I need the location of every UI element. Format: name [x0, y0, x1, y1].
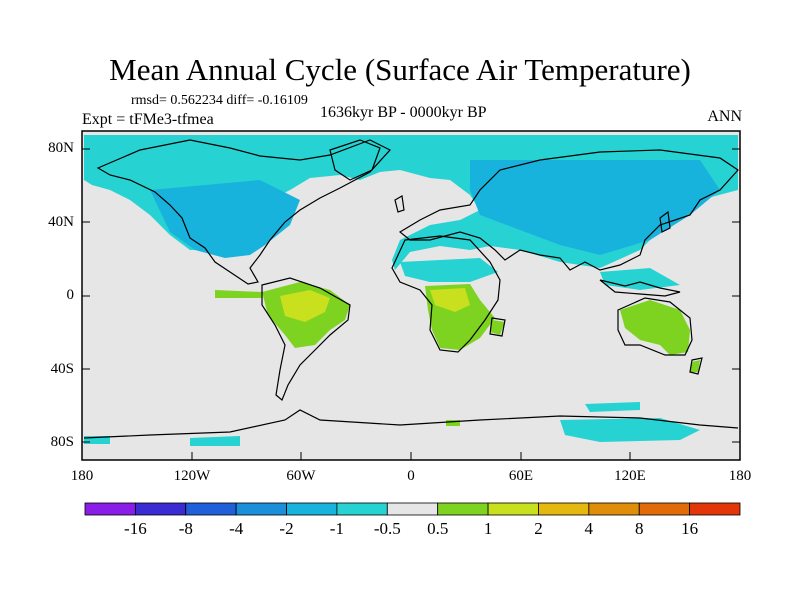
africa-hot: [430, 288, 470, 312]
australia-warm: [620, 300, 690, 355]
colorbar-tick-label: 0.5: [427, 519, 449, 538]
colorbar-swatch: [538, 502, 590, 516]
period-label: 1636kyr BP - 0000kyr BP: [320, 104, 487, 121]
nz-warm: [690, 360, 700, 372]
colorbar-tick-label: -1: [329, 519, 344, 538]
eurasia-coast: [398, 149, 739, 271]
lat-label: 80S: [50, 434, 74, 450]
colorbar-swatch: [689, 502, 741, 516]
coastlines: [83, 139, 739, 439]
lon-label: 180: [728, 468, 752, 484]
lon-label: 0: [407, 468, 415, 484]
experiment-label: Expt = tFMe3-tfmea: [82, 111, 214, 128]
greenland-coast: [329, 139, 381, 181]
africa-coast: [391, 235, 501, 353]
lon-label: 60W: [286, 468, 316, 484]
season-label: ANN: [707, 108, 742, 125]
colorbar-tick-label: 4: [584, 519, 594, 538]
map-title: Mean Annual Cycle (Surface Air Temperatu…: [109, 52, 691, 87]
colorbar-swatch: [437, 502, 489, 516]
colorbar-swatch: [588, 502, 640, 516]
warming-regions: [215, 282, 700, 426]
colorbar-swatch: [134, 502, 187, 516]
colorbar-swatch: [286, 502, 338, 516]
lon-label: 120W: [173, 468, 211, 484]
madagascar-coast: [489, 317, 506, 337]
madagascar-warm: [490, 320, 505, 335]
south-america-hot: [280, 290, 330, 322]
colorbar-swatch: [336, 502, 388, 516]
colorbar-tick-label: -4: [229, 519, 244, 538]
colorbar-tick-label: 2: [534, 519, 543, 538]
pacific-warm: [215, 290, 262, 298]
lat-label: 40S: [50, 361, 74, 377]
colorbar-swatch: [386, 502, 439, 516]
lat-label: 80N: [48, 140, 74, 156]
colorbar-tick-label: 1: [483, 519, 493, 538]
colorbar-tick-label: -2: [279, 519, 294, 538]
cooling-regions: [84, 135, 738, 446]
colorbar-swatch: [235, 502, 287, 516]
stats-text: rmsd= 0.562234 diff= -0.16109: [131, 93, 308, 108]
antarctic-cool-2: [585, 402, 640, 412]
south-america-coast: [261, 277, 351, 401]
north-america-cool: [150, 180, 300, 258]
colorbar: [84, 502, 741, 516]
antarctic-cool-3: [190, 436, 240, 446]
nz-coast: [689, 357, 703, 375]
axis-ticks: [81, 148, 741, 460]
australia-coast: [617, 297, 693, 356]
colorbar-swatch: [638, 502, 691, 516]
asia-cool: [470, 160, 720, 255]
indonesia-coast: [599, 279, 681, 297]
colorbar-tick-label: 16: [681, 519, 699, 538]
lon-label: 180: [70, 468, 94, 484]
colorbar-tick-label: 8: [634, 519, 644, 538]
antarctic-cool-1: [560, 418, 700, 442]
colorbar-tick-label: -0.5: [373, 519, 401, 538]
colorbar-swatch: [487, 502, 539, 516]
lat-label: 0: [66, 287, 75, 303]
colorbar-swatch: [185, 502, 237, 516]
uk-coast: [394, 195, 405, 213]
colorbar-swatch: [84, 502, 136, 516]
north-america-coast: [96, 139, 391, 285]
lon-label: 60E: [508, 468, 534, 484]
colorbar-tick-label: -8: [178, 519, 193, 538]
colorbar-tick-label: -16: [124, 519, 147, 538]
lon-label: 120E: [614, 468, 646, 484]
antarctica-coast: [83, 409, 739, 439]
lat-label: 40N: [48, 214, 74, 230]
sahara-cool: [400, 258, 498, 282]
japan-coast: [659, 210, 671, 233]
